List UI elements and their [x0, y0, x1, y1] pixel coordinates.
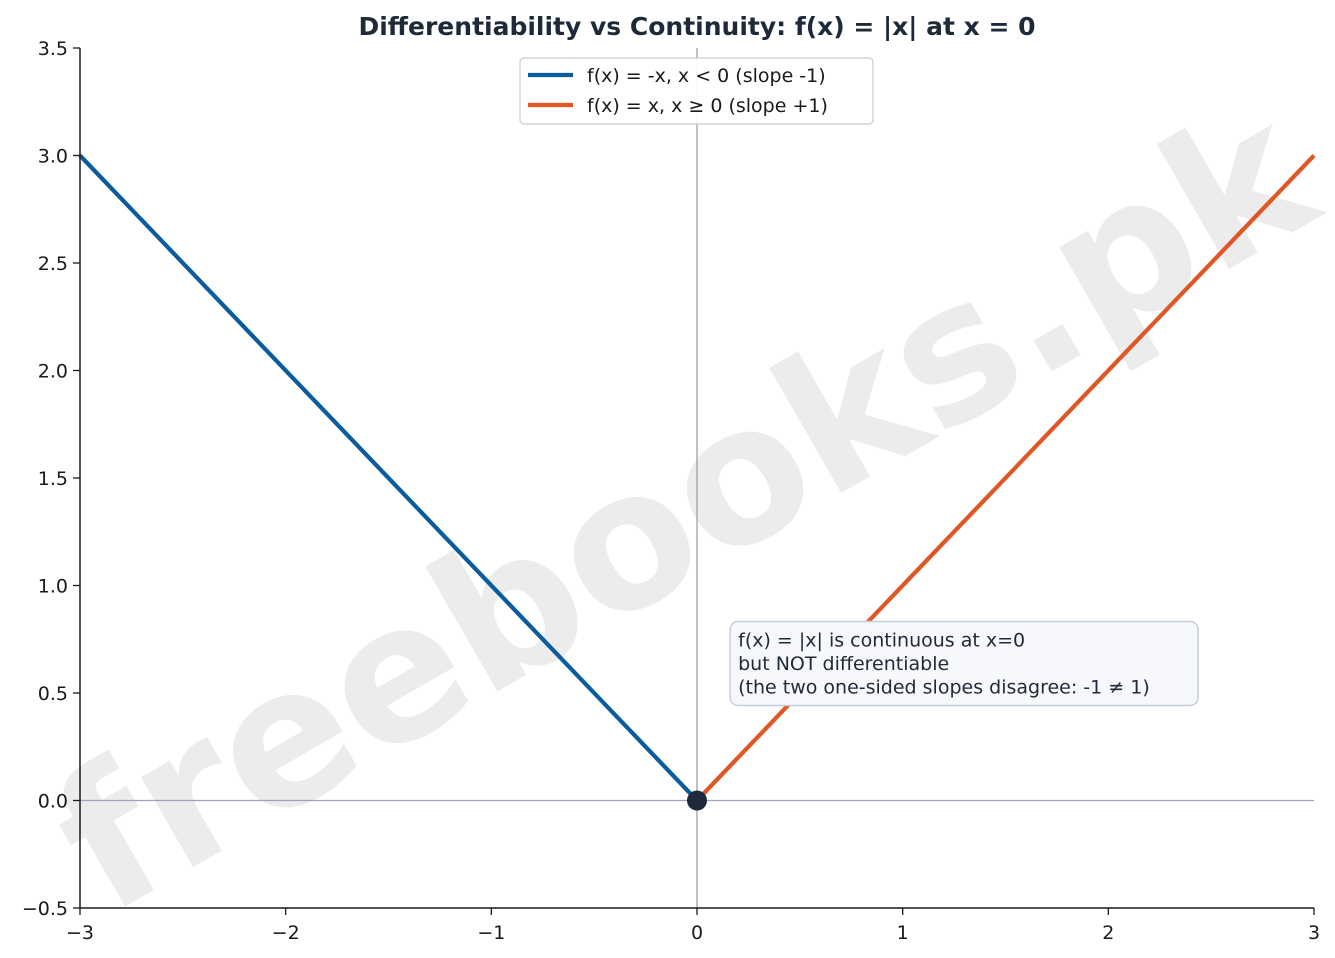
y-tick-label: 3.0 — [38, 146, 68, 168]
legend-box — [519, 57, 874, 125]
y-tick-label: 1.5 — [38, 468, 68, 490]
y-tick-label: 0.5 — [38, 683, 68, 705]
y-tick-label: −0.5 — [22, 898, 68, 920]
x-tick-label: 0 — [691, 922, 703, 944]
point-origin — [687, 790, 707, 811]
legend-label-2: f(x) = x, x ≥ 0 (slope +1) — [587, 95, 828, 117]
y-tick-label: 2.5 — [38, 253, 68, 275]
y-tick-label: 1.0 — [38, 576, 68, 598]
x-tick-label: −3 — [66, 922, 94, 944]
annotation-line-3: (the two one-sided slopes disagree: -1 ≠… — [738, 677, 1150, 699]
annotation-line-2: but NOT differentiable — [738, 653, 949, 675]
x-tick-label: −1 — [477, 922, 505, 944]
y-tick-label: 3.5 — [38, 38, 68, 60]
annotation-line-1: f(x) = |x| is continuous at x=0 — [738, 630, 1025, 652]
y-tick-label: 2.0 — [38, 361, 68, 383]
x-tick-label: −2 — [272, 922, 300, 944]
x-tick-label: 3 — [1308, 922, 1320, 944]
chart-title: Differentiability vs Continuity: f(x) = … — [358, 12, 1035, 41]
watermark: freebooks.pk — [20, 60, 1335, 956]
series-line-1 — [78, 154, 699, 802]
legend-label-1: f(x) = -x, x < 0 (slope -1) — [587, 65, 826, 87]
annotation-box — [729, 620, 1199, 707]
x-tick-label: 1 — [897, 922, 909, 944]
x-tick-label: 2 — [1102, 922, 1114, 944]
y-tick-label: 0.0 — [38, 791, 68, 813]
